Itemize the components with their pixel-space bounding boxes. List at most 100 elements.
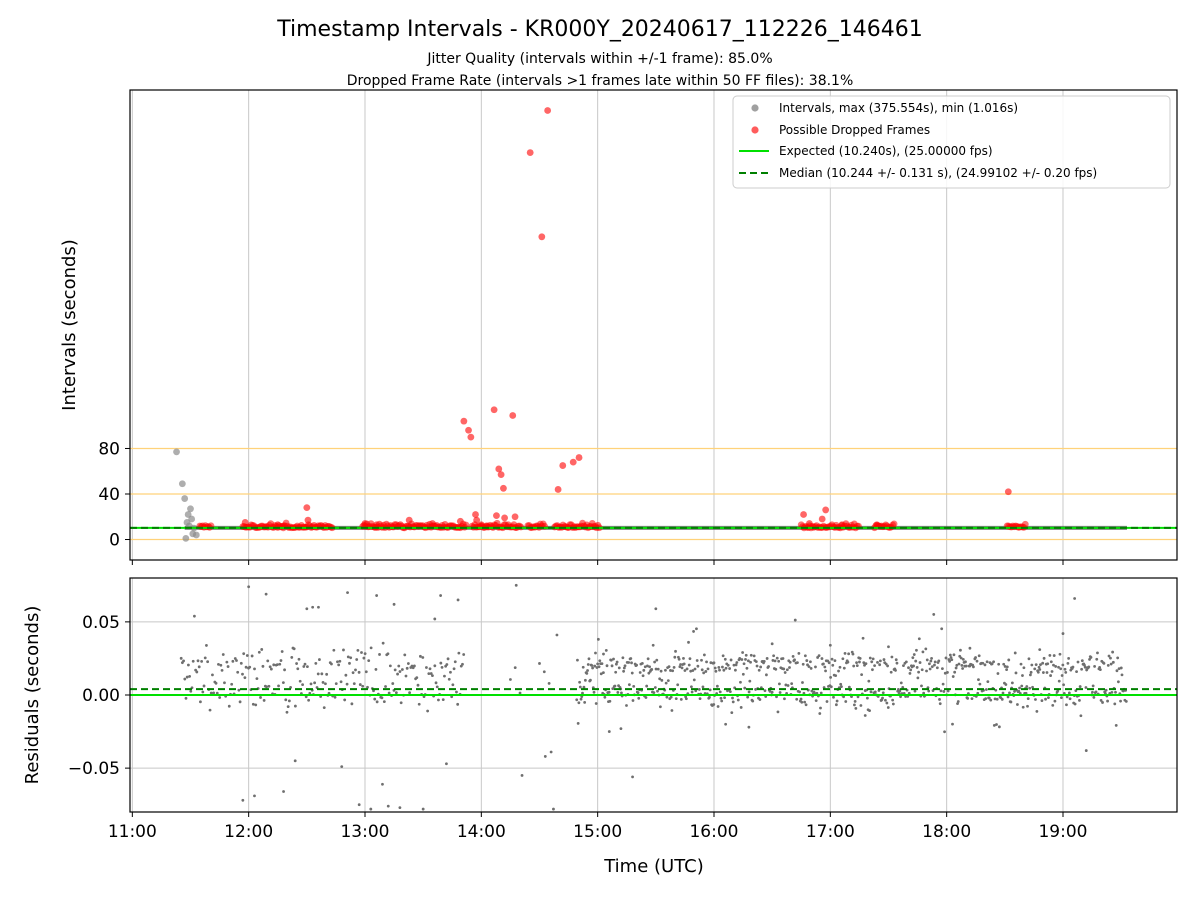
residual-point-595 [829, 685, 833, 689]
residual-point-631 [855, 664, 859, 668]
residual-point-681 [891, 702, 895, 706]
residual-point-910 [1057, 665, 1060, 669]
residual-point-955 [1089, 656, 1093, 659]
residual-point-798 [976, 691, 980, 695]
residual-point-343 [648, 665, 651, 669]
residual-point-578 [817, 654, 821, 658]
residual-point-349 [652, 691, 656, 694]
residual-point-140 [348, 661, 351, 665]
residual-point-896 [1047, 696, 1050, 700]
residual-point-592 [827, 661, 831, 665]
residual-point-496 [758, 698, 762, 701]
dropped-point-30 [569, 458, 577, 466]
residual-point-883 [1037, 665, 1041, 669]
residual-point-340 [646, 664, 649, 668]
residual-point-155 [366, 685, 369, 689]
residual-point-290 [609, 658, 613, 662]
residual-point-168 [381, 641, 385, 645]
residual-point-18 [201, 690, 205, 694]
residual-point-992 [1116, 656, 1120, 660]
interval-point-8 [192, 531, 200, 539]
residual-outlier-7 [346, 591, 349, 595]
residual-point-752 [943, 730, 946, 734]
residual-point-554 [800, 700, 804, 704]
residual-point-607 [838, 665, 842, 669]
residual-outlier-0 [241, 798, 245, 802]
residual-outlier-40 [724, 722, 728, 726]
residual-point-884 [1038, 668, 1042, 671]
residual-point-550 [797, 651, 801, 655]
residual-point-579 [818, 712, 822, 715]
dropped-point-5 [361, 520, 369, 527]
residual-point-354 [656, 689, 659, 693]
residual-point-776 [960, 663, 964, 667]
residual-point-811 [985, 660, 989, 664]
residual-point-726 [924, 647, 928, 651]
residual-point-842 [1008, 691, 1011, 695]
residual-point-296 [614, 670, 618, 674]
residual-point-756 [946, 671, 949, 674]
residual-point-505 [765, 673, 768, 677]
residual-point-234 [461, 662, 464, 666]
residual-point-306 [621, 656, 625, 660]
residual-point-768 [954, 666, 958, 670]
residual-point-121 [325, 672, 329, 676]
residuals-ytick-label-1: 0.00 [82, 686, 120, 706]
residual-point-537 [788, 666, 791, 669]
residual-point-827 [997, 662, 1001, 666]
residual-point-990 [1114, 723, 1118, 727]
residual-point-667 [881, 691, 885, 695]
residual-point-131 [337, 663, 341, 667]
residual-point-797 [975, 659, 979, 663]
residual-point-609 [840, 685, 843, 689]
residual-point-568 [810, 689, 814, 693]
residual-point-479 [746, 695, 750, 699]
residual-point-230 [456, 702, 460, 706]
residual-point-49 [238, 700, 242, 704]
residual-point-114 [316, 672, 320, 676]
residual-point-923 [1066, 661, 1070, 665]
residual-point-143 [351, 671, 355, 675]
residual-point-476 [744, 657, 747, 661]
dropped-point-baseline-148 [462, 521, 470, 529]
residual-point-447 [723, 696, 726, 700]
residual-point-339 [645, 684, 649, 688]
residual-point-10 [191, 659, 195, 663]
residual-point-209 [431, 674, 434, 678]
residual-point-196 [415, 676, 419, 680]
residual-point-271 [596, 662, 600, 666]
residual-point-148 [357, 670, 361, 674]
residual-point-515 [772, 654, 776, 658]
residual-outlier-26 [1084, 749, 1088, 752]
residual-point-223 [447, 677, 451, 681]
residual-point-671 [884, 662, 888, 666]
residual-point-750 [941, 682, 945, 686]
residual-point-890 [1042, 656, 1046, 660]
residual-point-560 [804, 703, 808, 707]
residual-point-399 [688, 657, 692, 661]
residual-point-153 [363, 652, 367, 656]
dropped-point-19 [495, 465, 503, 473]
residual-point-905 [1053, 699, 1057, 703]
residual-point-777 [961, 667, 964, 670]
residual-point-50 [239, 661, 243, 665]
residuals-ytick-label-0: −0.05 [68, 759, 120, 779]
residual-point-993 [1116, 680, 1120, 684]
residuals-y-axis-label: Residuals (seconds) [22, 606, 43, 785]
chart-title: Timestamp Intervals - KR000Y_20240617_11… [276, 17, 923, 42]
residual-outlier-2 [264, 592, 268, 596]
residual-point-382 [676, 683, 680, 687]
residual-point-335 [642, 668, 646, 672]
chart-subtitle-dropped: Dropped Frame Rate (intervals >1 frames … [347, 73, 854, 89]
residual-point-468 [738, 657, 742, 660]
residual-point-129 [334, 682, 338, 686]
residual-point-268 [594, 651, 597, 655]
residual-point-138 [345, 682, 349, 686]
residual-point-614 [843, 651, 847, 655]
residual-point-137 [344, 673, 348, 677]
residual-point-258 [586, 663, 590, 666]
residual-point-333 [640, 662, 644, 665]
residual-point-365 [664, 668, 667, 672]
residual-point-973 [1102, 662, 1106, 665]
